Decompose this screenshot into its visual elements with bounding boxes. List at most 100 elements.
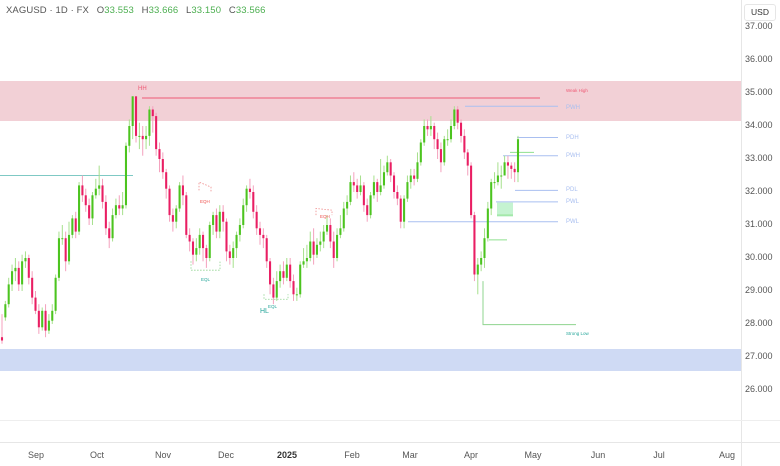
candle-body: [332, 241, 335, 258]
candle-body: [403, 198, 406, 222]
candle-body: [282, 271, 285, 278]
candle-body: [449, 126, 453, 140]
candle-body: [379, 185, 382, 192]
price-tick: 26.000: [745, 384, 773, 394]
candle-body: [148, 109, 151, 136]
candle-body: [124, 145, 128, 206]
candle-body: [34, 297, 37, 311]
open-label: O: [96, 5, 105, 16]
candle-body: [453, 109, 456, 126]
candle-body: [208, 225, 211, 258]
candle-body: [376, 182, 379, 192]
candle-body: [27, 258, 30, 278]
pdl-label: PDL: [566, 187, 578, 193]
close-value: 33.566: [235, 5, 266, 16]
hl-label: HL: [260, 308, 269, 315]
candle-body: [473, 215, 476, 275]
time-tick: Aug: [718, 450, 736, 460]
candle-body: [185, 195, 188, 235]
candle-body: [265, 238, 268, 262]
candle-body: [94, 188, 97, 196]
low-label: L: [186, 5, 192, 16]
candle-body: [503, 162, 506, 176]
candle-body: [295, 294, 298, 296]
eqh-label: EQH: [200, 199, 210, 204]
separator: ·: [70, 5, 77, 16]
pwl-label: PWL: [566, 219, 580, 225]
candle-body: [108, 228, 111, 239]
candle-body: [396, 192, 399, 199]
candle-body: [242, 205, 245, 225]
candle-body: [218, 211, 221, 232]
candle-body: [476, 264, 479, 275]
candle-body: [215, 215, 218, 232]
candle-body: [258, 228, 262, 235]
candle-body: [309, 241, 312, 258]
candle-body: [389, 162, 392, 176]
candle-body: [356, 185, 359, 192]
candle-body: [255, 211, 258, 229]
candle-body: [490, 182, 493, 209]
candle-body: [369, 195, 372, 216]
candle-body: [248, 188, 251, 192]
candle-body: [64, 238, 67, 262]
candle-body: [121, 205, 124, 209]
price-tick: 31.000: [745, 219, 773, 229]
candle-body: [349, 182, 352, 202]
candle-body: [423, 126, 426, 143]
candle-body: [463, 135, 466, 153]
candle-body: [292, 281, 295, 295]
candle-body: [198, 234, 201, 249]
candle-body: [342, 208, 345, 229]
eqh-label: EQH: [320, 214, 330, 219]
candle-body: [269, 261, 272, 285]
candle-body: [325, 225, 329, 232]
time-tick: Dec: [217, 450, 235, 460]
candle-body: [81, 185, 84, 196]
candle-body: [366, 205, 369, 216]
candle-body: [57, 238, 60, 278]
candle-body: [14, 267, 17, 272]
time-tick: Nov: [154, 450, 172, 460]
exchange: FX: [76, 5, 89, 16]
candlestick-series: [0, 96, 520, 344]
eqh-connector: [198, 181, 212, 192]
candle-body: [299, 264, 302, 295]
candle-body: [141, 135, 144, 140]
candle-body: [289, 264, 292, 282]
candle-body: [339, 228, 342, 235]
candle-body: [138, 135, 141, 137]
candle-body: [0, 337, 4, 341]
candle-body: [78, 185, 81, 232]
candle-body: [262, 234, 265, 239]
time-tick: Oct: [89, 450, 105, 460]
candle-body: [429, 126, 432, 130]
price-tick: 34.000: [745, 120, 773, 130]
candle-body: [275, 281, 278, 298]
candle-body: [181, 185, 184, 196]
time-tick: Jun: [590, 450, 606, 460]
candle-body: [382, 172, 386, 186]
strong-low-line: [482, 281, 576, 326]
candle-body: [202, 234, 205, 249]
time-tick: May: [524, 450, 542, 460]
candle-body: [272, 284, 275, 298]
candle-body: [104, 201, 107, 229]
candle-body: [155, 116, 158, 150]
candle-body: [84, 195, 87, 206]
candle-body: [516, 139, 520, 173]
time-tick: Feb: [344, 450, 360, 460]
price-tick: 36.000: [745, 54, 773, 64]
pwl-label: PWL: [566, 199, 580, 205]
symbol-legend[interactable]: XAGUSD · 1D · FX O33.553 H33.666 L33.150…: [6, 5, 265, 16]
candle-body: [433, 126, 436, 140]
candle-body: [47, 320, 50, 331]
candle-body: [111, 215, 114, 239]
strong-low-label: Strong Low: [566, 331, 590, 336]
candle-body: [413, 175, 416, 179]
candle-body: [426, 126, 429, 130]
currency-button[interactable]: USD: [744, 4, 776, 21]
candle-body: [419, 142, 422, 163]
candle-body: [446, 139, 449, 141]
